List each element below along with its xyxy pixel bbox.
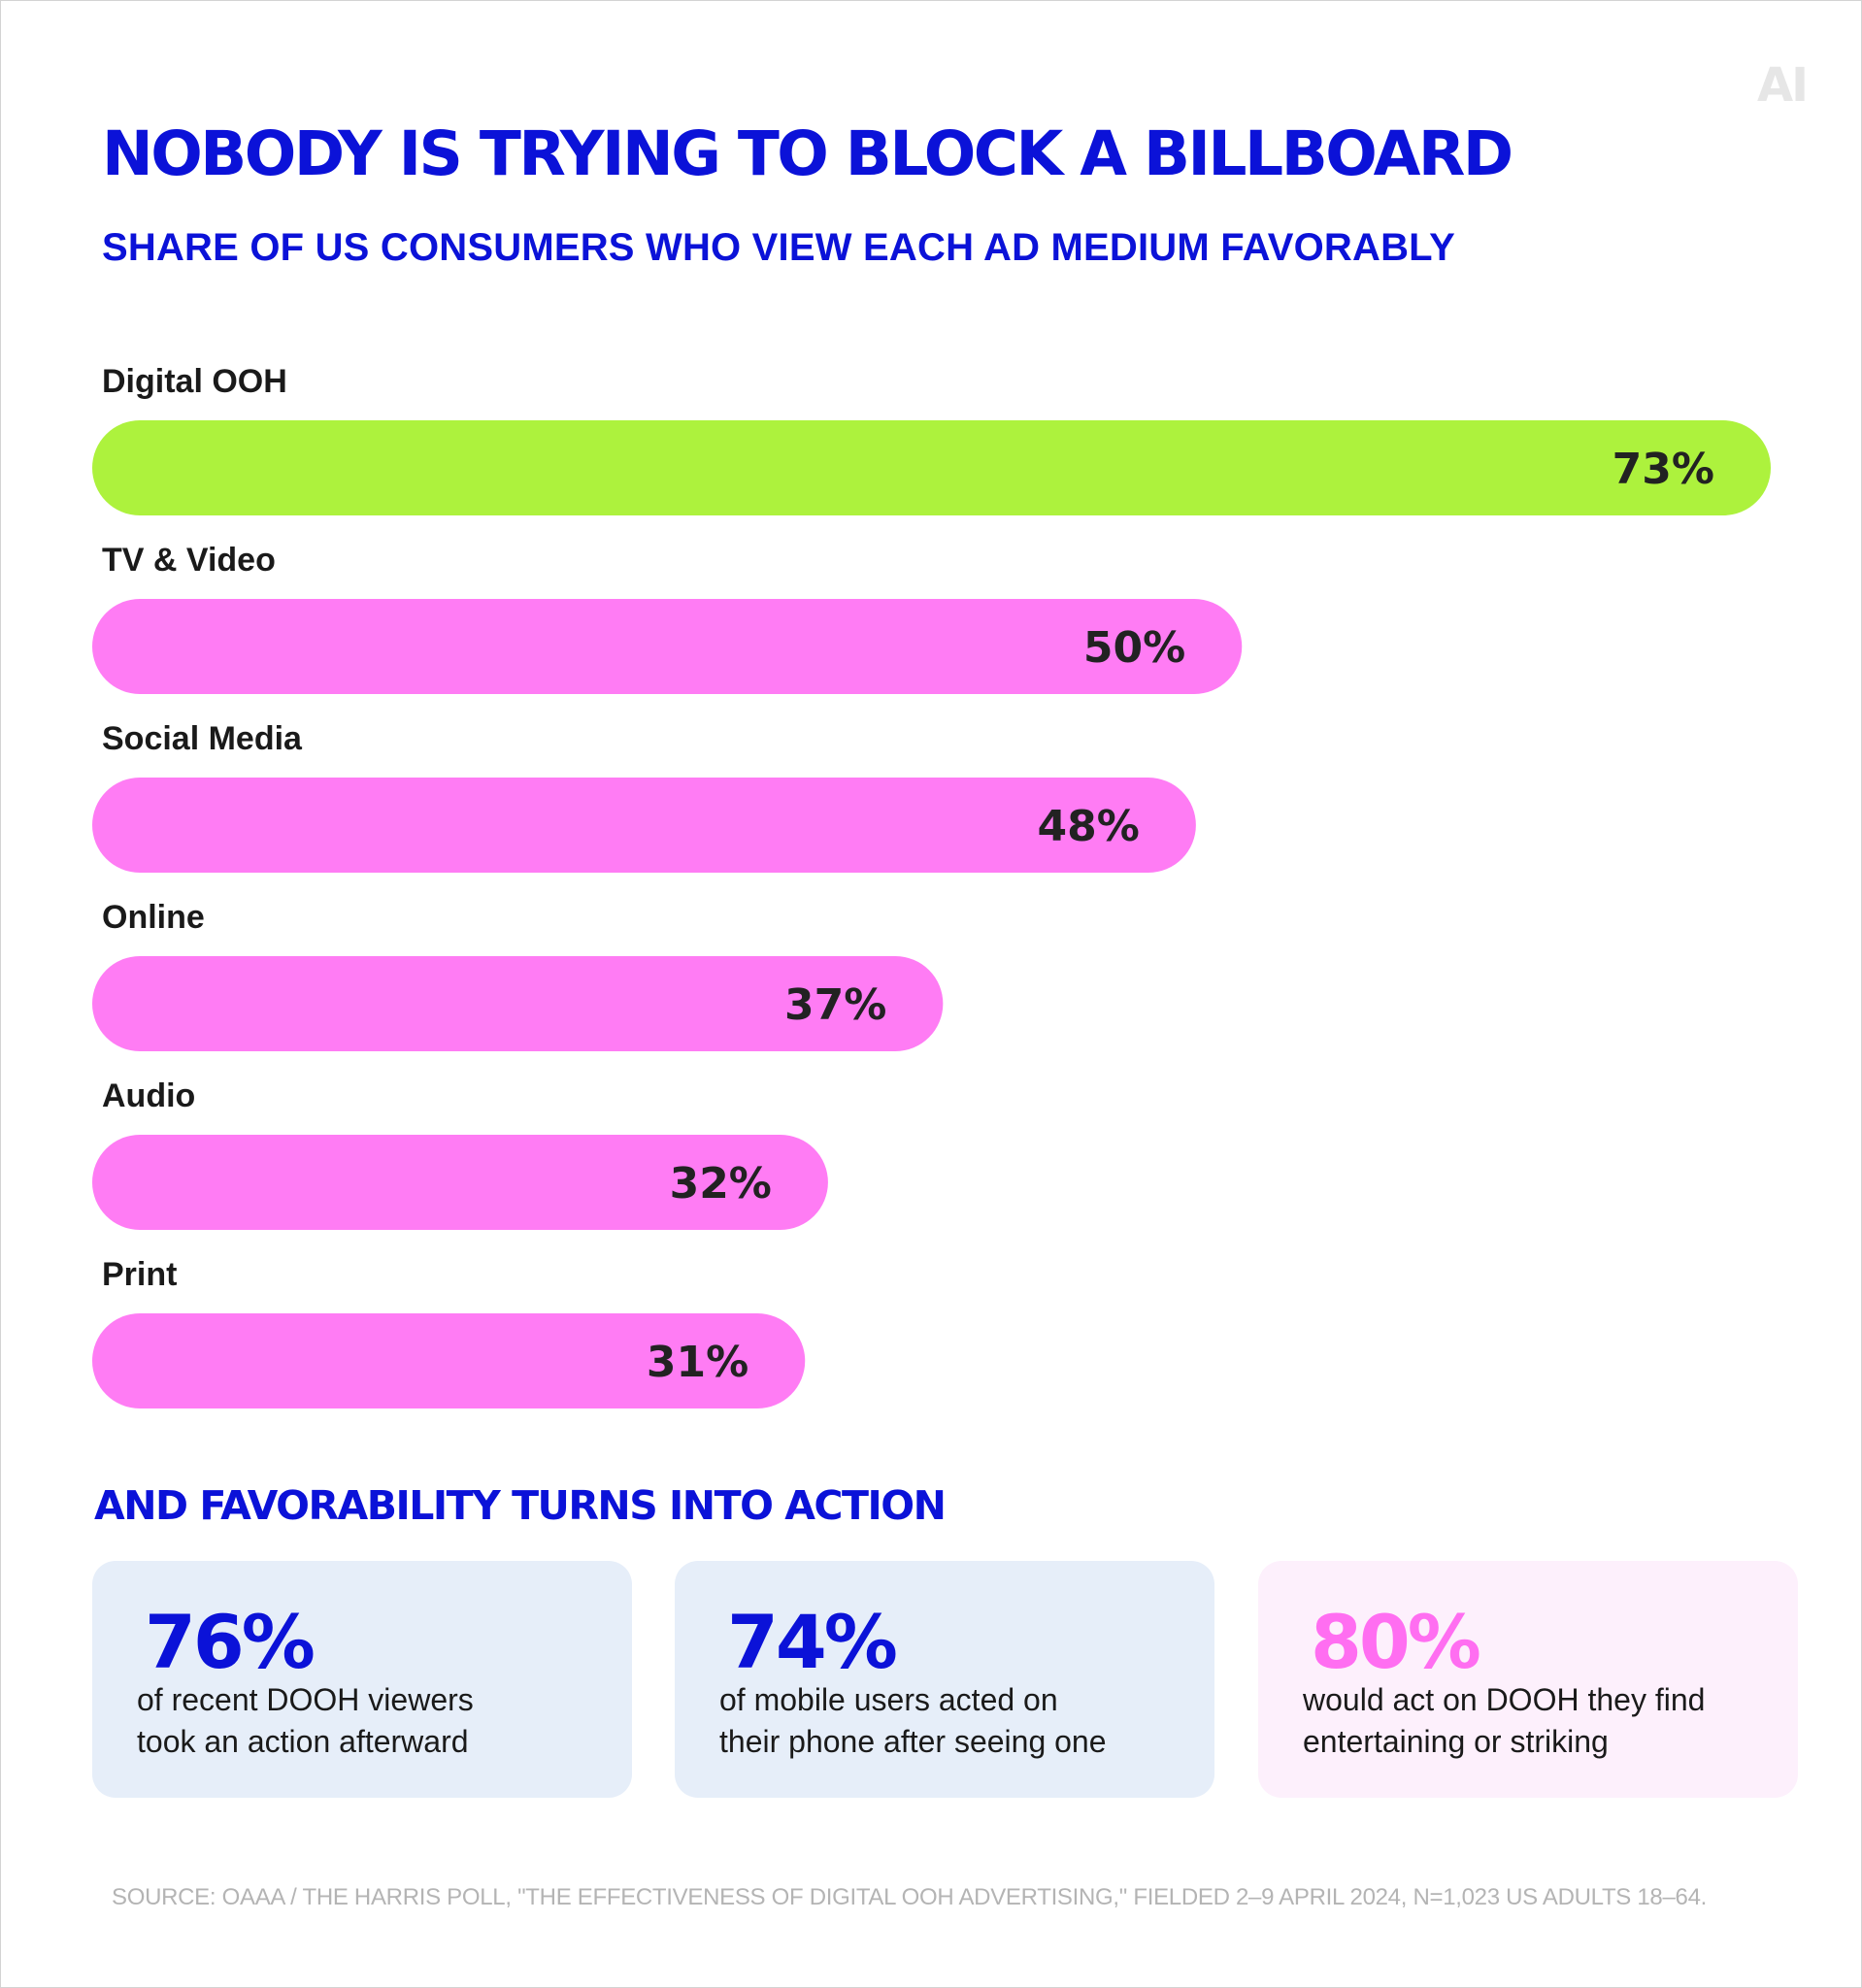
source-note: SOURCE: OAAA / THE HARRIS POLL, "THE EFF… (112, 1884, 1707, 1910)
bar-value-online: 37% (784, 980, 886, 1030)
chart-subtitle: SHARE OF US CONSUMERS WHO VIEW EACH AD M… (102, 226, 1456, 269)
stat-description: would act on DOOH they find entertaining… (1303, 1682, 1706, 1759)
section-title: AND FAVORABILITY TURNS INTO ACTION (94, 1482, 947, 1529)
bar-chart: Digital OOH 73% TV & Video 50% Social Media 4… (92, 363, 1771, 1408)
stat-value: 80% (1311, 1599, 1481, 1685)
bar-audio (92, 1135, 828, 1230)
stat-description: of recent DOOH viewers took an action af… (137, 1682, 474, 1759)
bar-value-audio: 32% (670, 1159, 772, 1209)
bar-social-media (92, 778, 1196, 873)
stat-value: 74% (727, 1599, 898, 1685)
stat-card-entertaining: 80% would act on DOOH they find entertai… (1258, 1561, 1798, 1798)
category-label-print: Print (102, 1256, 177, 1293)
category-label-tv-and-video: TV & Video (102, 542, 276, 579)
category-label-online: Online (102, 899, 205, 936)
category-label-digital-ooh: Digital OOH (102, 363, 287, 400)
bar-digital-ooh (92, 420, 1771, 515)
bar-online (92, 956, 944, 1051)
chart-title: NOBODY IS TRYING TO BLOCK A BILLBOARD (102, 118, 1513, 189)
bar-value-digital-ooh: 73% (1613, 445, 1714, 494)
bar-print (92, 1313, 806, 1408)
stat-card-recent-viewers: 76% of recent DOOH viewers took an actio… (92, 1561, 632, 1798)
bar-value-print: 31% (647, 1338, 748, 1387)
stat-description: of mobile users acted on their phone aft… (719, 1682, 1107, 1759)
bar-value-tv-and-video: 50% (1083, 623, 1185, 673)
stat-card-mobile-users: 74% of mobile users acted on their phone… (675, 1561, 1214, 1798)
brand-logo: AI (1756, 58, 1809, 113)
bar-tv-and-video (92, 599, 1243, 694)
stat-value: 76% (145, 1599, 316, 1685)
category-label-audio: Audio (102, 1077, 195, 1114)
bar-value-social-media: 48% (1038, 802, 1140, 851)
category-label-social-media: Social Media (102, 720, 303, 757)
